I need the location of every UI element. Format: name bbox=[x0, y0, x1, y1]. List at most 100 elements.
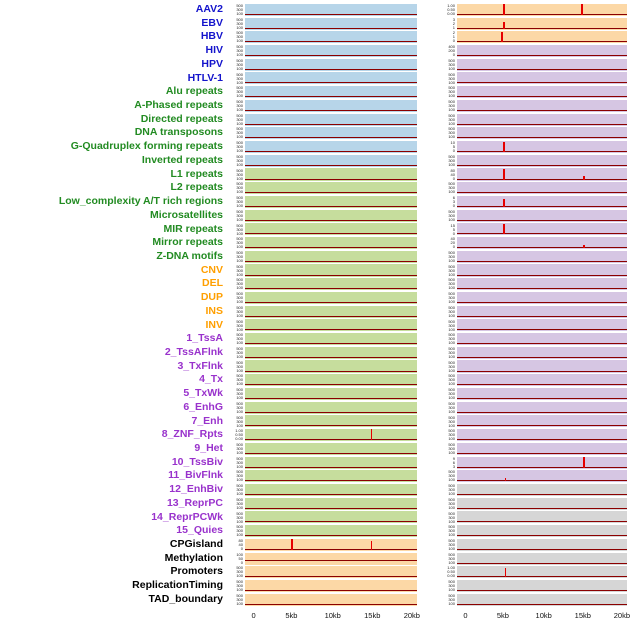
sparkline-panel-right bbox=[457, 360, 627, 373]
y-tick-label: 100 bbox=[236, 367, 243, 373]
signal-spike bbox=[502, 198, 505, 207]
sparkline-panel-left bbox=[245, 113, 417, 126]
signal-baseline bbox=[245, 178, 417, 180]
y-axis-ticks-right: 500 300 100 bbox=[417, 360, 457, 373]
y-tick-label: 300 bbox=[236, 295, 243, 301]
signal-baseline bbox=[245, 13, 417, 15]
y-tick-label: 100 bbox=[236, 65, 243, 71]
feature-row: CNV 500 300 100 500 300 100 bbox=[0, 264, 630, 278]
x-tick-label: 20kb bbox=[403, 610, 420, 620]
row-label: 14_ReprPCWk bbox=[151, 510, 223, 523]
y-tick-label: 500 bbox=[448, 153, 455, 159]
y-axis-ticks-left: 500 300 100 bbox=[228, 318, 245, 332]
y-tick-label: 100 bbox=[236, 408, 243, 414]
y-tick-label: 100 bbox=[236, 230, 243, 236]
y-tick-label: 100 bbox=[236, 11, 243, 16]
y-tick-label: 0 bbox=[452, 52, 455, 58]
sparkline-panel-right bbox=[457, 168, 627, 181]
sparkline-panel-left bbox=[245, 223, 417, 236]
y-tick-label: 300 bbox=[448, 185, 455, 191]
sparkline-panel-right bbox=[457, 154, 627, 167]
signal-baseline bbox=[457, 137, 627, 139]
y-axis-ticks-left: 500 300 100 bbox=[228, 72, 245, 85]
y-tick-label: 500 bbox=[448, 551, 455, 557]
sparkline-panel-left bbox=[245, 525, 417, 538]
signal-baseline bbox=[245, 274, 417, 276]
x-tick-label: 5kb bbox=[496, 610, 509, 620]
y-tick-label: 400 bbox=[448, 44, 455, 50]
y-tick-label: 300 bbox=[448, 61, 455, 67]
y-tick-label: 100 bbox=[448, 587, 455, 593]
sparkline-panel-left bbox=[245, 401, 417, 414]
row-label: L1 repeats bbox=[170, 167, 223, 180]
row-label: Directed repeats bbox=[140, 112, 223, 125]
x-tick-label: 20kb bbox=[613, 610, 630, 620]
y-tick-label: 100 bbox=[448, 326, 455, 332]
y-tick-label: 500 bbox=[448, 85, 455, 91]
y-axis-ticks-right: 500 300 100 bbox=[417, 209, 457, 222]
y-tick-label: 300 bbox=[236, 34, 243, 40]
y-tick-label: 100 bbox=[448, 450, 455, 455]
y-tick-label: 100 bbox=[236, 161, 243, 167]
y-tick-label: 100 bbox=[448, 134, 455, 140]
feature-row: 9_Het 500 300 100 500 300 100 bbox=[0, 442, 630, 456]
row-label: AAV2 bbox=[195, 3, 223, 15]
y-tick-label: 100 bbox=[448, 559, 455, 565]
y-tick-label: 500 bbox=[236, 249, 243, 255]
y-axis-ticks-left: 500 300 100 bbox=[228, 237, 245, 249]
y-tick-label: 500 bbox=[236, 304, 243, 310]
signal-baseline bbox=[245, 55, 417, 57]
y-axis-ticks-right: 500 300 100 bbox=[417, 415, 457, 428]
feature-row: INV 500 300 100 500 300 100 bbox=[0, 319, 630, 333]
y-axis-ticks-left: 80 40 0 bbox=[228, 539, 245, 551]
y-axis-ticks-left: 500 300 100 bbox=[228, 196, 245, 208]
signal-baseline bbox=[457, 205, 627, 207]
y-tick-label: 500 bbox=[236, 318, 243, 324]
y-tick-label: 40 bbox=[450, 171, 455, 177]
row-label: INS bbox=[205, 304, 223, 317]
y-tick-label: 6 bbox=[452, 459, 455, 465]
y-tick-label: 500 bbox=[236, 236, 243, 242]
row-label: CNV bbox=[200, 263, 223, 276]
signal-baseline bbox=[245, 548, 417, 550]
row-label: L2 repeats bbox=[170, 181, 223, 194]
y-tick-label: 300 bbox=[236, 75, 243, 81]
y-axis-ticks-right: 500 300 100 bbox=[417, 429, 457, 441]
y-tick-label: 100 bbox=[448, 422, 455, 428]
y-tick-label: 500 bbox=[448, 428, 455, 434]
sparkline-panel-right bbox=[457, 566, 627, 579]
y-axis-ticks-left: 500 300 100 bbox=[228, 333, 245, 345]
y-axis-ticks-right: 500 300 100 bbox=[417, 278, 457, 290]
y-tick-label: 100 bbox=[236, 107, 243, 113]
row-label: 5_TxWk bbox=[183, 387, 223, 400]
feature-row: A-Phased repeats 500 300 100 500 300 100 bbox=[0, 99, 630, 113]
sparkline-panel-left bbox=[245, 264, 417, 277]
y-tick-label: 100 bbox=[236, 189, 243, 195]
y-tick-label: 300 bbox=[448, 253, 455, 259]
y-axis-ticks-left: 500 300 100 bbox=[228, 456, 245, 469]
y-tick-label: 300 bbox=[448, 391, 455, 397]
x-axis-right-column: 0 5kb 10kb 15kb 20kb bbox=[457, 609, 630, 625]
y-axis-ticks-right: 400 200 0 bbox=[417, 45, 457, 57]
y-tick-label: 80 bbox=[238, 538, 243, 544]
row-label: G-Quadruplex forming repeats bbox=[70, 140, 223, 153]
y-axis-ticks-right: 500 300 100 bbox=[417, 153, 457, 167]
sparkline-panel-right bbox=[457, 195, 627, 208]
y-tick-label: 3 bbox=[452, 463, 455, 469]
sparkline-panel-right bbox=[457, 593, 627, 606]
y-tick-label: 300 bbox=[448, 418, 455, 424]
sparkline-panel-right bbox=[457, 401, 627, 414]
signal-spike bbox=[370, 429, 373, 441]
y-tick-label: 50 bbox=[238, 555, 243, 561]
signal-baseline bbox=[457, 123, 627, 125]
y-tick-label: 300 bbox=[448, 295, 455, 301]
signal-baseline bbox=[245, 466, 417, 468]
y-tick-label: 100 bbox=[236, 148, 243, 154]
y-tick-label: 0.00 bbox=[447, 573, 455, 579]
signal-baseline bbox=[245, 356, 417, 358]
y-axis-ticks-left: 500 300 100 bbox=[228, 168, 245, 181]
y-tick-label: 0 bbox=[452, 148, 455, 154]
signal-baseline bbox=[457, 151, 627, 153]
